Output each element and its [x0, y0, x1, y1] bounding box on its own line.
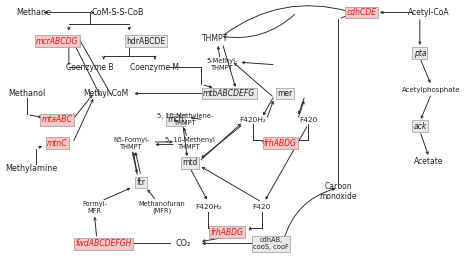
Text: N5-Formyl-
THMPT: N5-Formyl- THMPT [113, 137, 150, 150]
Text: 5, 10-Methenyl
THMPT: 5, 10-Methenyl THMPT [165, 137, 215, 150]
Text: Carbon
monoxide: Carbon monoxide [320, 182, 357, 201]
Text: mtaABC: mtaABC [42, 115, 73, 124]
Text: CO₂: CO₂ [175, 240, 191, 249]
Text: THMPT: THMPT [202, 34, 228, 43]
Text: Methylamine: Methylamine [6, 164, 58, 173]
Text: mtbABCDEFG: mtbABCDEFG [203, 89, 255, 98]
Text: Coenzyme M: Coenzyme M [130, 63, 179, 72]
Text: Coenzyme B: Coenzyme B [66, 63, 114, 72]
Text: pta: pta [414, 48, 426, 58]
Text: 5, 10-Methylene-
THMPT: 5, 10-Methylene- THMPT [157, 113, 213, 126]
Text: Acetate: Acetate [414, 157, 444, 166]
Text: Formyl-
MFR: Formyl- MFR [82, 201, 107, 214]
Text: frhABDG: frhABDG [210, 228, 243, 237]
Text: fwdABCDEFGH: fwdABCDEFGH [75, 240, 132, 249]
Text: frhABDG: frhABDG [264, 139, 297, 148]
Text: hdrABCDE: hdrABCDE [126, 37, 165, 46]
Text: CoM-S-S-CoB: CoM-S-S-CoB [91, 8, 144, 17]
Text: Acetylphosphate: Acetylphosphate [402, 87, 461, 93]
Text: F420: F420 [253, 204, 271, 210]
Text: F420H₂: F420H₂ [195, 204, 222, 210]
Text: ack: ack [413, 122, 427, 131]
Text: Methyl-CoM: Methyl-CoM [83, 89, 129, 98]
Text: 5-Methyl-
THMPT: 5-Methyl- THMPT [207, 58, 238, 71]
Text: F420H₂: F420H₂ [239, 117, 266, 123]
Text: mtd: mtd [182, 158, 198, 167]
Text: Methanol: Methanol [9, 89, 46, 98]
Text: cdhCDE: cdhCDE [346, 8, 377, 17]
Text: mcrABCDG: mcrABCDG [36, 37, 79, 46]
Text: mch: mch [168, 115, 184, 124]
Text: Methanofuran
(MFR): Methanofuran (MFR) [138, 201, 185, 214]
Text: F420: F420 [299, 117, 318, 123]
Text: cdhAB,
cooS, cooF: cdhAB, cooS, cooF [253, 237, 289, 250]
Text: ftr: ftr [137, 178, 146, 187]
Text: mtnC: mtnC [47, 139, 68, 148]
Text: Methane: Methane [17, 8, 52, 17]
Text: Acetyl-CoA: Acetyl-CoA [408, 8, 450, 17]
Text: mer: mer [277, 89, 292, 98]
